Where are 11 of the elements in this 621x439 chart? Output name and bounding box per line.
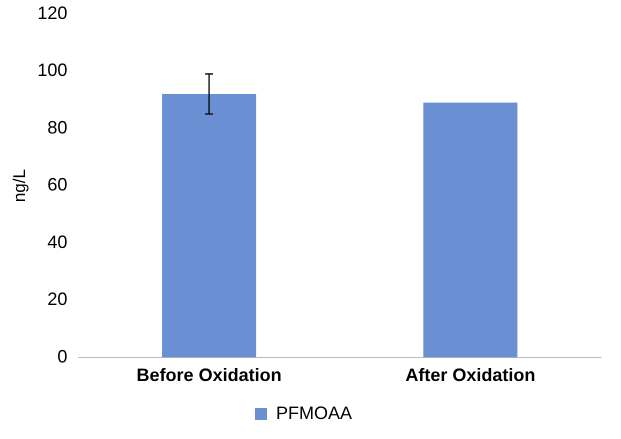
legend-label: PFMOAA [276, 402, 352, 423]
y-tick-label: 80 [47, 117, 68, 138]
x-tick-label: Before Oxidation [136, 365, 282, 386]
y-tick-label: 100 [37, 60, 68, 80]
y-axis-title: ng/L [10, 169, 29, 202]
y-tick-label: 40 [47, 232, 68, 252]
y-tick-label: 120 [37, 2, 68, 23]
y-tick-label: 20 [47, 289, 68, 310]
x-tick-label: After Oxidation [405, 365, 536, 386]
y-tick-label: 60 [47, 174, 68, 195]
y-tick-label: 0 [57, 346, 68, 366]
